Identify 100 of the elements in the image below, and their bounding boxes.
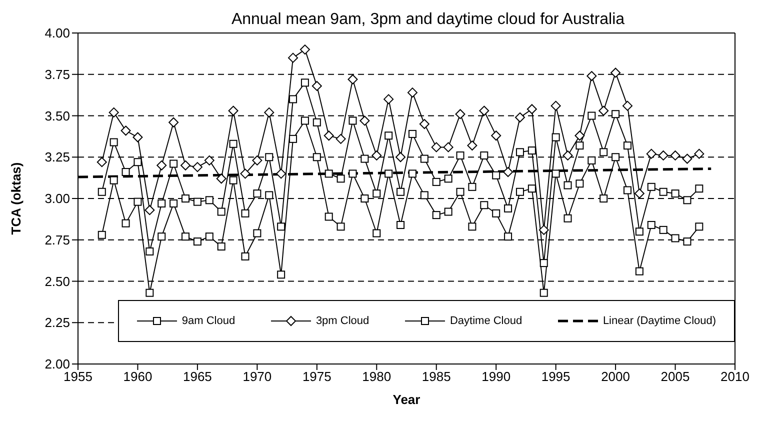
point bbox=[420, 191, 428, 200]
point bbox=[324, 130, 334, 141]
point bbox=[658, 150, 668, 160]
point bbox=[134, 158, 142, 166]
x-tick-label: 1955 bbox=[64, 369, 92, 384]
point bbox=[671, 190, 680, 198]
point bbox=[528, 146, 536, 155]
x-axis-title: Year bbox=[392, 392, 420, 407]
point bbox=[574, 130, 585, 141]
point bbox=[252, 155, 262, 166]
point bbox=[504, 204, 512, 212]
point bbox=[348, 74, 358, 84]
point bbox=[538, 224, 549, 235]
point bbox=[205, 232, 214, 241]
point bbox=[312, 118, 321, 126]
point bbox=[504, 232, 512, 241]
point bbox=[610, 68, 621, 78]
point bbox=[264, 107, 274, 118]
point bbox=[623, 142, 632, 150]
y-tick-label: 4.00 bbox=[44, 26, 70, 41]
point bbox=[217, 208, 226, 216]
x-tick-label: 2000 bbox=[601, 369, 630, 384]
point bbox=[514, 112, 525, 122]
point bbox=[300, 78, 309, 87]
point bbox=[312, 80, 322, 91]
point bbox=[180, 160, 191, 170]
x-tick-label: 2005 bbox=[660, 369, 690, 384]
point bbox=[634, 188, 644, 199]
point bbox=[432, 178, 440, 186]
point bbox=[588, 156, 596, 164]
point bbox=[612, 110, 620, 118]
point bbox=[503, 167, 514, 178]
y-tick-label: 2.00 bbox=[44, 356, 70, 372]
point bbox=[444, 174, 452, 183]
point bbox=[360, 194, 369, 202]
point bbox=[659, 188, 668, 196]
x-tick-label: 1965 bbox=[182, 369, 212, 384]
point bbox=[586, 71, 597, 82]
point bbox=[360, 154, 369, 163]
point bbox=[98, 230, 106, 239]
point bbox=[300, 44, 310, 55]
point bbox=[396, 188, 405, 196]
point bbox=[444, 208, 452, 216]
point bbox=[122, 168, 130, 176]
point bbox=[241, 209, 250, 218]
point bbox=[670, 150, 680, 160]
point bbox=[432, 211, 440, 220]
point bbox=[384, 170, 393, 178]
point bbox=[419, 119, 430, 130]
point bbox=[156, 160, 167, 170]
point bbox=[683, 238, 692, 246]
x-tick-label: 1990 bbox=[482, 369, 511, 384]
point bbox=[598, 106, 609, 116]
point bbox=[240, 168, 250, 179]
point bbox=[468, 222, 476, 231]
legend-label: 9am Cloud bbox=[182, 315, 236, 327]
point bbox=[491, 130, 502, 141]
point bbox=[384, 94, 394, 104]
point bbox=[600, 194, 608, 202]
point bbox=[526, 104, 537, 114]
point bbox=[695, 222, 704, 231]
point bbox=[456, 151, 464, 160]
point bbox=[300, 116, 309, 125]
point bbox=[576, 180, 584, 188]
y-axis-title: TCA (oktas) bbox=[8, 162, 24, 235]
point bbox=[276, 168, 286, 179]
point bbox=[348, 170, 357, 178]
point bbox=[564, 214, 572, 222]
point bbox=[336, 222, 345, 231]
chart-title: Annual mean 9am, 3pm and daytime cloud for Australia bbox=[231, 11, 625, 28]
point bbox=[217, 242, 226, 250]
point bbox=[694, 148, 704, 159]
y-tick-label: 3.75 bbox=[44, 66, 70, 82]
point bbox=[110, 138, 118, 146]
point bbox=[193, 198, 202, 206]
point bbox=[492, 209, 500, 218]
point bbox=[443, 142, 454, 152]
point bbox=[612, 153, 620, 162]
point bbox=[683, 196, 692, 204]
point bbox=[348, 116, 357, 125]
point bbox=[372, 190, 381, 198]
point bbox=[132, 132, 143, 142]
point bbox=[228, 106, 238, 116]
point bbox=[408, 130, 416, 138]
point bbox=[516, 188, 524, 196]
point bbox=[253, 229, 262, 238]
x-tick-label: 1975 bbox=[302, 369, 332, 384]
point bbox=[204, 155, 214, 166]
point bbox=[576, 142, 584, 150]
y-tick-label: 2.75 bbox=[44, 232, 70, 248]
point bbox=[158, 199, 166, 208]
point bbox=[134, 198, 142, 206]
point bbox=[600, 148, 608, 156]
x-tick-label: 1985 bbox=[422, 369, 451, 384]
point bbox=[647, 220, 656, 229]
point bbox=[336, 174, 345, 183]
point bbox=[277, 270, 286, 279]
point bbox=[277, 222, 286, 231]
point bbox=[122, 219, 130, 228]
point bbox=[671, 234, 680, 242]
